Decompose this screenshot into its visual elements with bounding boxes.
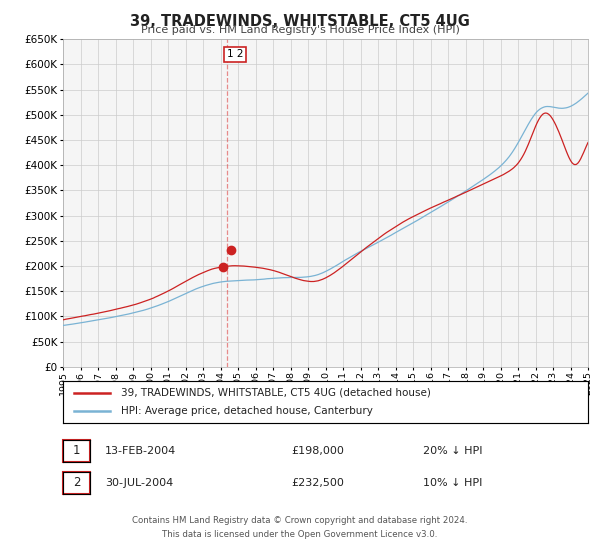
Text: Contains HM Land Registry data © Crown copyright and database right 2024.: Contains HM Land Registry data © Crown c… [132,516,468,525]
Text: 1: 1 [73,444,80,458]
Text: 20% ↓ HPI: 20% ↓ HPI [423,446,482,456]
Text: £232,500: £232,500 [291,478,344,488]
Text: HPI: Average price, detached house, Canterbury: HPI: Average price, detached house, Cant… [121,406,373,416]
Text: £198,000: £198,000 [291,446,344,456]
Text: 10% ↓ HPI: 10% ↓ HPI [423,478,482,488]
Text: 39, TRADEWINDS, WHITSTABLE, CT5 4UG (detached house): 39, TRADEWINDS, WHITSTABLE, CT5 4UG (det… [121,388,431,398]
Text: 30-JUL-2004: 30-JUL-2004 [105,478,173,488]
Text: 13-FEB-2004: 13-FEB-2004 [105,446,176,456]
Text: 39, TRADEWINDS, WHITSTABLE, CT5 4UG: 39, TRADEWINDS, WHITSTABLE, CT5 4UG [130,14,470,29]
Text: This data is licensed under the Open Government Licence v3.0.: This data is licensed under the Open Gov… [163,530,437,539]
Text: Price paid vs. HM Land Registry's House Price Index (HPI): Price paid vs. HM Land Registry's House … [140,25,460,35]
Text: 2: 2 [73,476,80,489]
Text: 1 2: 1 2 [227,49,243,59]
